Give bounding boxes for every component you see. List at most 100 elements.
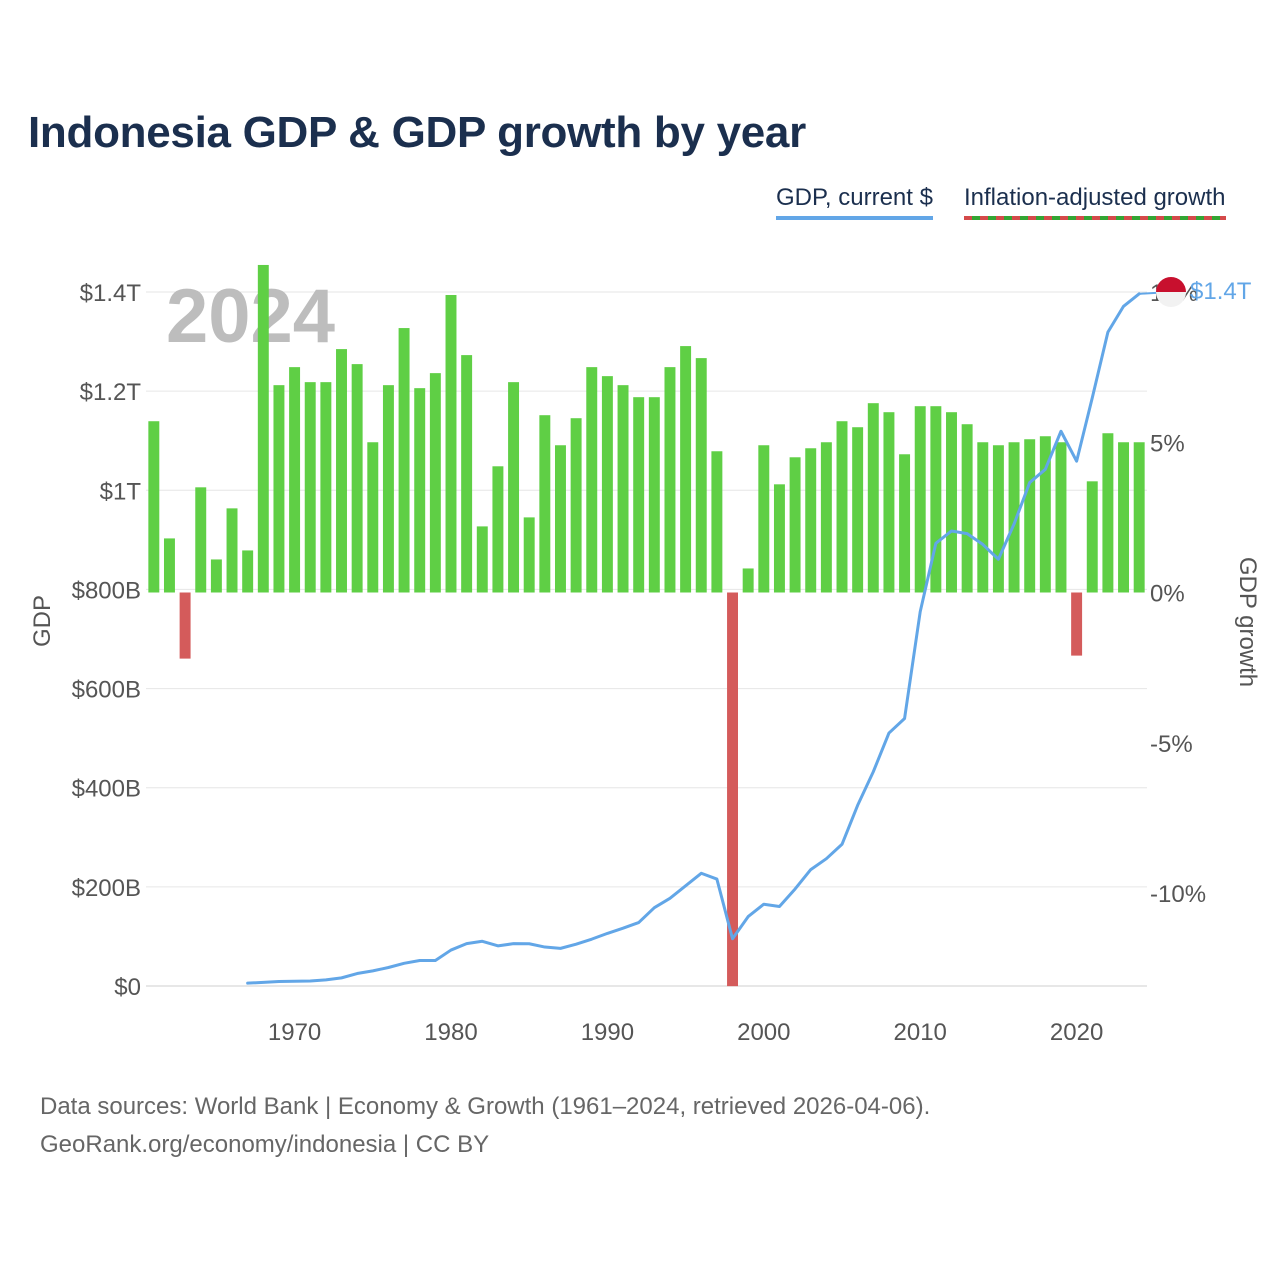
y-left-tick-label: $1.2T	[80, 379, 142, 406]
x-tick-label: 1980	[424, 1019, 477, 1046]
growth-bar-1971[interactable]	[304, 382, 316, 593]
footer-sources: Data sources: World Bank | Economy & Gro…	[40, 1093, 931, 1120]
growth-bar-1970[interactable]	[289, 367, 301, 593]
growth-bar-1965[interactable]	[210, 559, 222, 593]
y-left-tick-label: $200B	[72, 875, 141, 902]
growth-bar-1961[interactable]	[148, 421, 160, 593]
growth-bar-1967[interactable]	[242, 550, 254, 593]
growth-bar-1998[interactable]	[727, 592, 738, 987]
growth-bar-1999[interactable]	[742, 568, 754, 593]
x-tick-label: 2020	[1050, 1019, 1103, 1046]
growth-bar-1987[interactable]	[555, 445, 566, 593]
y-left-tick-label: $400B	[72, 776, 141, 803]
growth-bar-2008[interactable]	[883, 412, 895, 593]
growth-bar-2000[interactable]	[758, 445, 770, 593]
y-left-tick-label: $600B	[72, 677, 141, 704]
y-left-tick-label: $1T	[100, 478, 142, 505]
growth-bar-1984[interactable]	[508, 382, 520, 593]
gdp-end-label: $1.4T	[1190, 278, 1252, 305]
footer-credit[interactable]: GeoRank.org/economy/indonesia | CC BY	[40, 1131, 490, 1158]
growth-bars	[148, 264, 1145, 987]
y-left-tick-label: $800B	[72, 577, 141, 604]
growth-bar-1981[interactable]	[461, 355, 473, 593]
year-watermark: 2024	[166, 274, 335, 359]
growth-bar-1995[interactable]	[680, 346, 692, 593]
growth-bar-2003[interactable]	[805, 448, 817, 593]
growth-bar-2013[interactable]	[961, 424, 973, 593]
growth-bar-1976[interactable]	[382, 385, 394, 593]
growth-bar-1977[interactable]	[398, 328, 410, 593]
growth-bar-1962[interactable]	[163, 538, 175, 593]
growth-bar-2006[interactable]	[852, 427, 864, 593]
legend-growth[interactable]: Inflation-adjusted growth	[964, 184, 1226, 220]
growth-bar-2020[interactable]	[1071, 592, 1083, 656]
y-left-tick-label: $0	[114, 974, 141, 1001]
indonesia-flag-icon	[1156, 277, 1186, 307]
growth-bar-2004[interactable]	[820, 442, 832, 593]
y-right-tick-label: -10%	[1150, 881, 1206, 908]
footer: Data sources: World Bank | Economy & Gro…	[40, 1088, 930, 1164]
growth-bar-1979[interactable]	[429, 373, 441, 593]
y-right-tick-label: 0%	[1150, 581, 1185, 608]
growth-bar-1991[interactable]	[617, 385, 629, 593]
growth-bar-2012[interactable]	[946, 412, 957, 593]
growth-bar-1969[interactable]	[273, 385, 285, 593]
growth-bar-2009[interactable]	[899, 454, 911, 593]
growth-bar-2011[interactable]	[930, 406, 942, 593]
x-tick-label: 1990	[581, 1019, 634, 1046]
gdp-line[interactable]	[246, 292, 1141, 985]
y-left-axis-title: GDP	[29, 595, 56, 647]
growth-bar-1980[interactable]	[445, 295, 457, 593]
growth-bar-1986[interactable]	[539, 415, 551, 593]
legend-gdp-label: GDP, current $	[776, 184, 933, 211]
y-right-axis-title: GDP growth	[1234, 557, 1261, 687]
growth-bar-2023[interactable]	[1118, 442, 1130, 593]
x-tick-label: 1970	[268, 1019, 321, 1046]
growth-bar-1994[interactable]	[664, 367, 676, 593]
growth-bar-1978[interactable]	[414, 388, 426, 593]
growth-bar-1966[interactable]	[226, 508, 238, 593]
growth-bar-1985[interactable]	[523, 517, 535, 593]
growth-bar-1975[interactable]	[367, 442, 379, 593]
flag-red-half	[1156, 277, 1186, 292]
growth-bar-2016[interactable]	[1008, 442, 1020, 593]
growth-bar-2010[interactable]	[914, 406, 926, 593]
legend-growth-swatch	[964, 216, 1226, 220]
growth-bar-2007[interactable]	[867, 403, 879, 593]
growth-bar-1983[interactable]	[492, 466, 504, 593]
growth-bar-1964[interactable]	[195, 487, 207, 593]
y-right-tick-label: -5%	[1150, 731, 1193, 758]
growth-bar-1992[interactable]	[633, 397, 645, 593]
growth-bar-1996[interactable]	[695, 358, 707, 593]
growth-bar-1963[interactable]	[179, 592, 191, 659]
legend-gdp[interactable]: GDP, current $	[776, 184, 933, 220]
growth-bar-2005[interactable]	[836, 421, 848, 593]
growth-bar-2015[interactable]	[992, 445, 1004, 593]
growth-bar-1974[interactable]	[351, 364, 363, 593]
growth-bar-2018[interactable]	[1039, 436, 1051, 593]
growth-bar-2014[interactable]	[977, 442, 989, 593]
legend-growth-label: Inflation-adjusted growth	[964, 184, 1226, 211]
growth-bar-1973[interactable]	[336, 349, 347, 593]
growth-bar-1993[interactable]	[648, 397, 660, 593]
y-right-tick-label: 5%	[1150, 430, 1185, 457]
growth-bar-2024[interactable]	[1133, 442, 1145, 593]
growth-bar-1982[interactable]	[476, 526, 488, 593]
growth-bar-2021[interactable]	[1086, 481, 1098, 593]
growth-bar-2001[interactable]	[773, 484, 785, 593]
y-left-tick-label: $1.4T	[80, 280, 142, 307]
growth-bar-2017[interactable]	[1024, 439, 1036, 593]
x-tick-label: 2000	[737, 1019, 790, 1046]
growth-bar-1990[interactable]	[601, 376, 613, 593]
growth-bar-2019[interactable]	[1055, 442, 1067, 593]
growth-bar-1989[interactable]	[586, 367, 598, 593]
chart-title: Indonesia GDP & GDP growth by year	[28, 108, 806, 157]
growth-bar-2022[interactable]	[1102, 433, 1114, 593]
growth-bar-1988[interactable]	[570, 418, 582, 593]
growth-bar-1972[interactable]	[320, 382, 332, 593]
x-tick-label: 2010	[894, 1019, 947, 1046]
growth-bar-2002[interactable]	[789, 457, 801, 593]
growth-bar-1997[interactable]	[711, 451, 723, 593]
growth-bar-1968[interactable]	[257, 264, 269, 593]
